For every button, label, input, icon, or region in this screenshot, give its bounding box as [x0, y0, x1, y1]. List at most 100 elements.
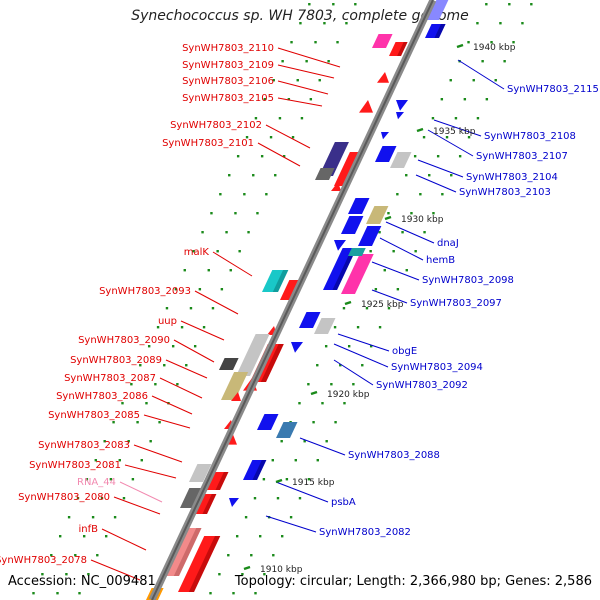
track-dot — [324, 345, 328, 348]
label-leader-line — [159, 377, 203, 399]
track-dot — [149, 440, 152, 443]
backbone-inner-line — [151, 0, 434, 600]
track-dot — [56, 592, 59, 595]
track-dot — [298, 402, 301, 405]
track-dot — [336, 41, 339, 44]
track-dot — [458, 155, 462, 158]
gene-bar-shade — [272, 270, 289, 292]
gene-label-left: uup — [158, 316, 177, 327]
gene-bar — [315, 168, 335, 180]
gene-arrow-forward — [334, 240, 346, 251]
scale-tick — [275, 478, 283, 484]
gene-bar — [348, 248, 366, 256]
track-dot — [112, 421, 115, 424]
label-leader-line — [277, 47, 341, 68]
track-dot — [58, 535, 62, 538]
gene-label-right: SynWH7803_2104 — [466, 172, 558, 183]
gene-arrow-reverse — [231, 392, 241, 401]
scale-label: 1930 kbp — [401, 215, 444, 225]
track-dot — [202, 326, 206, 329]
track-dot — [485, 3, 488, 6]
label-leader-line — [275, 481, 329, 503]
track-dot — [228, 174, 231, 177]
gene-label-left: SynWH7803_2102 — [170, 120, 262, 131]
track-dot — [274, 174, 277, 177]
track-dot — [387, 212, 390, 215]
track-dot — [396, 193, 399, 196]
track-dot — [401, 231, 404, 234]
track-dot — [96, 554, 99, 557]
gene-label-right: dnaJ — [437, 238, 459, 249]
gene-arrow-forward — [358, 226, 382, 246]
gene-arrow-forward — [341, 216, 364, 234]
gene-label-right: SynWH7803_2088 — [348, 450, 440, 461]
gene-label-left: SynWH7803_2090 — [78, 335, 170, 346]
track-dot — [198, 288, 202, 291]
track-dot — [476, 117, 480, 120]
track-dot — [241, 573, 244, 576]
track-dot — [330, 383, 333, 386]
track-dot — [243, 193, 246, 196]
gene-label-right: SynWH7803_2082 — [319, 527, 411, 538]
gene-arrow-forward — [375, 146, 397, 162]
track-dot — [234, 212, 237, 215]
track-dot — [127, 440, 130, 443]
track-dot — [235, 535, 239, 538]
track-dot — [354, 3, 357, 6]
track-dot — [296, 79, 299, 82]
track-dot — [287, 98, 291, 101]
track-dot — [76, 497, 80, 500]
track-dot — [238, 250, 241, 253]
gene-arrow-reverse-shade — [202, 494, 217, 514]
track-dot — [321, 402, 324, 405]
track-dot — [131, 478, 135, 481]
track-dot — [298, 497, 302, 500]
track-dot — [130, 383, 133, 386]
track-dot — [253, 497, 257, 500]
gene-label-right: SynWH7803_2098 — [422, 275, 514, 286]
track-dot — [410, 212, 413, 215]
track-dot — [171, 345, 175, 348]
track-dot — [265, 193, 268, 196]
track-dot — [291, 136, 295, 139]
track-dot — [158, 421, 161, 424]
gene-bar-shade — [173, 528, 202, 576]
track-dot — [494, 79, 497, 82]
track-dot — [201, 231, 204, 234]
label-leader-line — [457, 59, 505, 90]
scale-label: 1935 kbp — [433, 127, 476, 137]
track-dot — [269, 136, 273, 139]
label-leader-line — [143, 414, 191, 429]
track-dot — [432, 212, 435, 215]
track-dot — [183, 269, 186, 272]
track-dot — [289, 516, 293, 519]
gene-arrow-reverse — [331, 182, 341, 191]
gene-label-left: SynWH7803_2081 — [29, 460, 121, 471]
track-dot — [252, 174, 255, 177]
track-dot — [50, 554, 53, 557]
track-dot — [244, 516, 248, 519]
genome-summary-text: Topology: circular; Length: 2,366,980 bp… — [234, 574, 592, 589]
track-dot — [333, 326, 337, 329]
label-leader-line — [180, 320, 225, 341]
track-dot — [490, 41, 493, 44]
label-leader-line — [119, 481, 163, 503]
track-dot — [189, 307, 193, 310]
gene-label-left: SynWH7803_2087 — [64, 373, 156, 384]
gene-arrow-forward-shade — [332, 248, 357, 290]
track-dot — [387, 307, 391, 310]
track-dot — [229, 269, 232, 272]
track-dot — [300, 117, 304, 120]
gene-arrow-forward — [396, 112, 404, 120]
track-dot — [280, 535, 284, 538]
track-dot — [305, 60, 308, 63]
track-dot — [436, 155, 440, 158]
gene-arrow-forward — [257, 414, 279, 430]
track-dot — [356, 326, 360, 329]
gene-arrow-reverse-shade — [260, 344, 284, 382]
scale-ticks: 1940 kbp 1935 kbp 1930 kbp 1925 kbp 1920 kbp… — [243, 43, 516, 575]
label-leader-line — [124, 464, 177, 479]
scale-tick — [310, 390, 318, 396]
scale-label: 1920 kbp — [327, 390, 370, 400]
gene-bar — [390, 152, 412, 168]
